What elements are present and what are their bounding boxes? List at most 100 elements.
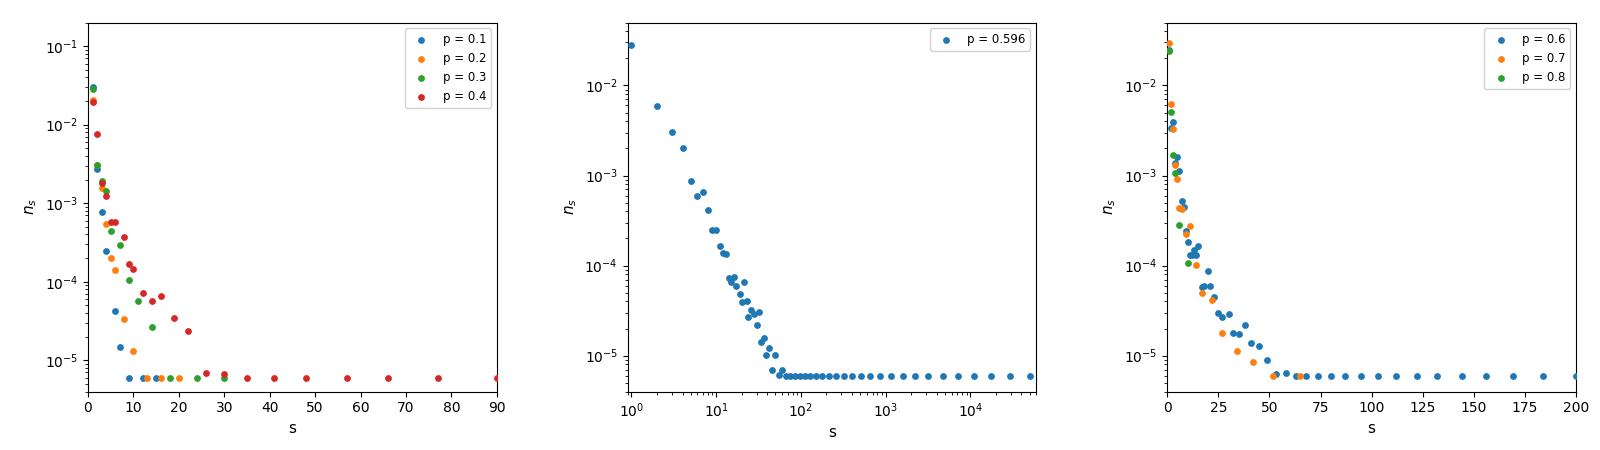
p = 0.596 xyxy=(707,243,733,250)
p = 0.3 xyxy=(107,242,133,249)
p = 0.4 xyxy=(93,192,118,199)
p = 0.3 xyxy=(90,177,115,184)
p = 0.6 xyxy=(1163,160,1189,167)
p = 0.7 xyxy=(1157,39,1182,46)
p = 0.596 xyxy=(770,366,795,373)
p = 0.3 xyxy=(125,297,150,305)
X-axis label: s: s xyxy=(288,421,296,436)
p = 0.4 xyxy=(234,374,259,381)
p = 0.596 xyxy=(685,192,710,199)
p = 0.596 xyxy=(736,314,762,321)
p = 0.7 xyxy=(1210,330,1235,337)
p = 0.2 xyxy=(112,315,138,322)
p = 0.4 xyxy=(139,297,165,305)
p = 0.596 xyxy=(766,371,792,378)
p = 0.596 xyxy=(720,274,746,281)
p = 0.7 xyxy=(1166,204,1192,211)
p = 0.596 xyxy=(792,372,818,379)
p = 0.6 xyxy=(1219,329,1245,336)
p = 0.2 xyxy=(134,374,160,381)
p = 0.596 xyxy=(741,310,766,318)
p = 0.7 xyxy=(1288,372,1314,379)
p = 0.596 xyxy=(773,372,798,379)
p = 0.6 xyxy=(1165,153,1190,160)
p = 0.8 xyxy=(1163,169,1189,176)
p = 0.4 xyxy=(211,370,237,377)
p = 0.6 xyxy=(1365,372,1390,379)
p = 0.596 xyxy=(619,42,645,49)
p = 0.3 xyxy=(93,187,118,194)
p = 0.4 xyxy=(162,315,187,322)
p = 0.596 xyxy=(810,372,835,379)
p = 0.7 xyxy=(1261,372,1286,379)
p = 0.596 xyxy=(978,372,1003,379)
p = 0.6 xyxy=(1216,311,1242,318)
p = 0.6 xyxy=(1293,372,1318,379)
p = 0.1 xyxy=(102,308,128,315)
X-axis label: s: s xyxy=(829,425,835,441)
p = 0.4 xyxy=(102,218,128,225)
p = 0.596 xyxy=(749,338,774,346)
p = 0.596 xyxy=(797,372,822,379)
p = 0.6 xyxy=(1171,203,1197,210)
Y-axis label: $n_s$: $n_s$ xyxy=(24,198,40,216)
p = 0.596 xyxy=(746,309,771,316)
p = 0.3 xyxy=(184,374,210,381)
p = 0.1 xyxy=(117,374,142,381)
p = 0.6 xyxy=(1182,252,1208,259)
p = 0.6 xyxy=(1189,284,1214,291)
p = 0.4 xyxy=(120,266,146,273)
p = 0.6 xyxy=(1274,369,1299,376)
p = 0.596 xyxy=(744,322,770,329)
p = 0.6 xyxy=(1210,314,1235,321)
p = 0.4 xyxy=(98,218,123,225)
p = 0.7 xyxy=(1178,222,1203,230)
p = 0.596 xyxy=(915,372,941,379)
p = 0.3 xyxy=(117,276,142,283)
p = 0.4 xyxy=(374,374,400,381)
Legend: p = 0.596: p = 0.596 xyxy=(930,28,1030,51)
p = 0.6 xyxy=(1333,372,1358,379)
p = 0.596 xyxy=(840,372,866,379)
p = 0.596 xyxy=(867,372,893,379)
Legend: p = 0.1, p = 0.2, p = 0.3, p = 0.4: p = 0.1, p = 0.2, p = 0.3, p = 0.4 xyxy=(405,28,491,108)
p = 0.4 xyxy=(130,289,155,297)
p = 0.6 xyxy=(1197,282,1222,289)
p = 0.7 xyxy=(1224,347,1250,355)
p = 0.2 xyxy=(120,347,146,354)
p = 0.1 xyxy=(90,208,115,215)
p = 0.1 xyxy=(144,374,170,381)
p = 0.6 xyxy=(1349,372,1374,379)
p = 0.596 xyxy=(763,351,789,359)
p = 0.596 xyxy=(752,334,778,342)
p = 0.7 xyxy=(1165,176,1190,183)
X-axis label: s: s xyxy=(1368,421,1376,436)
p = 0.6 xyxy=(1202,293,1227,301)
p = 0.596 xyxy=(645,103,670,110)
p = 0.7 xyxy=(1173,230,1198,238)
p = 0.6 xyxy=(1205,310,1230,317)
p = 0.1 xyxy=(130,374,155,381)
p = 0.3 xyxy=(139,324,165,331)
p = 0.4 xyxy=(293,374,318,381)
p = 0.4 xyxy=(483,374,509,381)
p = 0.596 xyxy=(878,372,904,379)
p = 0.1 xyxy=(80,83,106,90)
p = 0.4 xyxy=(112,234,138,241)
p = 0.596 xyxy=(678,177,704,184)
p = 0.4 xyxy=(85,131,110,138)
p = 0.6 xyxy=(1254,357,1280,364)
p = 0.2 xyxy=(102,267,128,274)
p = 0.7 xyxy=(1240,359,1266,366)
p = 0.6 xyxy=(1190,282,1218,289)
p = 0.6 xyxy=(1403,372,1429,379)
p = 0.2 xyxy=(80,96,106,104)
p = 0.596 xyxy=(1018,372,1043,379)
p = 0.6 xyxy=(1448,372,1474,379)
p = 0.8 xyxy=(1158,109,1184,116)
p = 0.6 xyxy=(1318,372,1344,379)
p = 0.596 xyxy=(782,372,808,379)
p = 0.6 xyxy=(1160,118,1186,126)
p = 0.2 xyxy=(98,255,123,262)
p = 0.596 xyxy=(858,372,883,379)
